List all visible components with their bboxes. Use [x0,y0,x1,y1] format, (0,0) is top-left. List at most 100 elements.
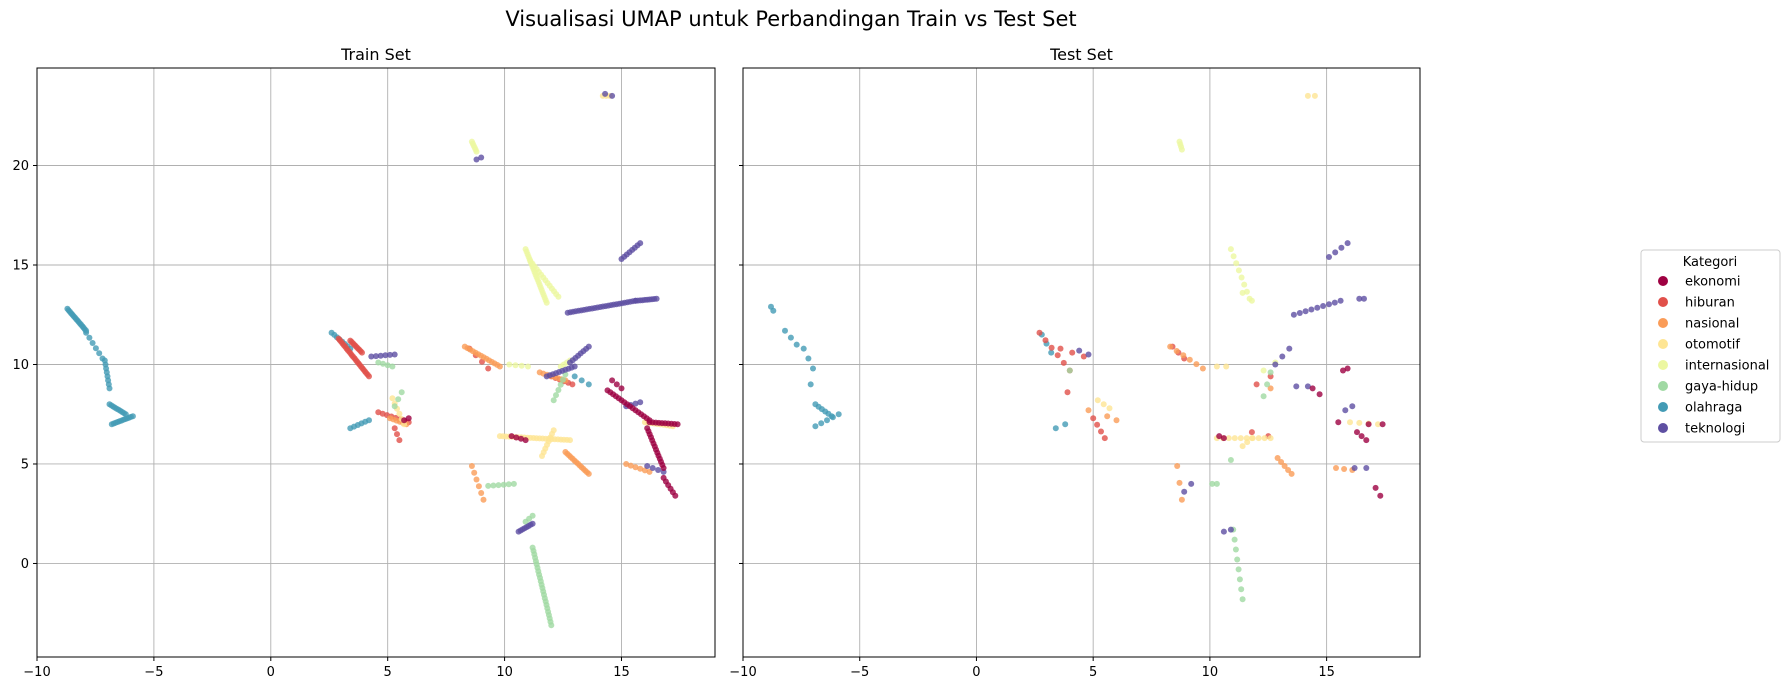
point-ekonomi [672,492,679,499]
point-otomotif [1231,435,1238,442]
legend-marker [1658,381,1668,391]
point-teknologi [1302,308,1309,315]
point-internasional [473,148,480,155]
point-gaya-hidup [1232,546,1239,553]
point-nasional [473,476,480,483]
point-gaya-hidup [384,362,391,369]
x-tick-label: −5 [850,665,869,680]
panel-test: −10 −5 0 5 10 15 Test Set [729,45,1421,680]
series-gaya-hidup [1066,367,1274,603]
point-hiburan [569,381,576,388]
point-nasional [1199,365,1206,372]
legend: Kategori ekonomi hiburan nasional otomotif i… [1640,249,1781,443]
point-otomotif [1255,435,1262,442]
point-olahraga [1052,425,1059,432]
point-ekonomi [1372,484,1379,491]
point-nasional [1176,479,1183,486]
point-nasional [1167,343,1174,350]
point-teknologi [1304,383,1311,390]
point-nasional [1285,467,1292,473]
y-tick-label: 0 [21,557,29,572]
point-otomotif [1237,435,1244,442]
series-internasional [468,138,573,370]
y-tick-label: 15 [12,258,29,273]
x-tick-label: −5 [144,665,163,680]
point-teknologi [571,363,578,370]
point-otomotif [567,437,573,444]
point-hiburan [366,373,372,380]
point-ekonomi [613,381,620,388]
point-gaya-hidup [560,376,566,383]
point-hiburan [1094,421,1101,428]
point-nasional [585,470,592,477]
point-gaya-hidup [550,397,557,404]
panel-train: −10 −5 0 5 10 15 0 5 10 15 20 Train Set [12,45,716,680]
point-olahraga [812,423,819,430]
point-nasional [475,483,482,490]
point-nasional [1113,417,1120,424]
point-otomotif [1248,435,1255,442]
point-teknologi [1363,465,1370,471]
point-otomotif [1100,401,1107,408]
point-internasional [525,363,531,370]
point-teknologi [529,520,536,527]
x-tick-label: 5 [1089,665,1097,680]
point-otomotif [1106,405,1113,412]
point-nasional [1193,361,1200,368]
point-olahraga [800,345,807,352]
point-nasional [1333,465,1339,471]
point-internasional [518,362,525,369]
point-gaya-hidup [1231,536,1238,543]
point-hiburan [1054,352,1061,359]
point-ekonomi [522,437,529,444]
point-ekonomi [1354,429,1360,436]
legend-item-teknologi: teknologi [1658,422,1745,437]
point-olahraga [1048,349,1055,356]
legend-frame [1640,249,1781,443]
point-hiburan [1248,429,1255,436]
point-otomotif [389,395,396,402]
series-nasional [387,343,653,503]
point-gaya-hidup [1209,480,1216,487]
point-hiburan [1069,349,1076,356]
point-ekonomi [660,465,667,471]
series-ekonomi [1216,365,1386,499]
point-teknologi [1342,407,1349,414]
point-nasional [627,462,634,469]
point-gaya-hidup [1227,457,1234,463]
point-gaya-hidup [1239,596,1246,603]
point-gaya-hidup [389,363,396,370]
point-ekonomi [674,421,681,428]
point-teknologi [1349,403,1356,410]
point-olahraga [83,329,90,336]
series-ekonomi [401,377,681,499]
point-otomotif [1375,421,1381,428]
point-nasional [1281,463,1288,469]
point-olahraga [106,385,113,392]
series-olahraga [768,303,1069,432]
point-nasional [1288,470,1295,477]
point-teknologi [637,399,644,406]
point-ekonomi [1335,419,1342,426]
point-teknologi [609,92,616,99]
point-teknologi [1085,351,1092,358]
point-internasional [1238,274,1245,281]
point-nasional [641,467,648,474]
point-ekonomi [1316,391,1323,398]
legend-label: olahraga [1685,401,1742,416]
point-nasional [478,490,485,496]
point-nasional [632,464,639,471]
point-teknologi [1351,465,1358,471]
point-teknologi [1279,353,1286,360]
point-nasional [468,463,475,469]
point-olahraga [578,377,585,384]
point-gaya-hidup [1234,556,1241,563]
point-hiburan [485,365,492,372]
point-olahraga [770,307,777,314]
point-ekonomi [405,415,412,422]
point-hiburan [1080,353,1087,360]
point-hiburan [391,425,398,432]
point-gaya-hidup [1238,586,1245,593]
series-hiburan [335,335,576,444]
point-gaya-hidup [1213,480,1220,487]
